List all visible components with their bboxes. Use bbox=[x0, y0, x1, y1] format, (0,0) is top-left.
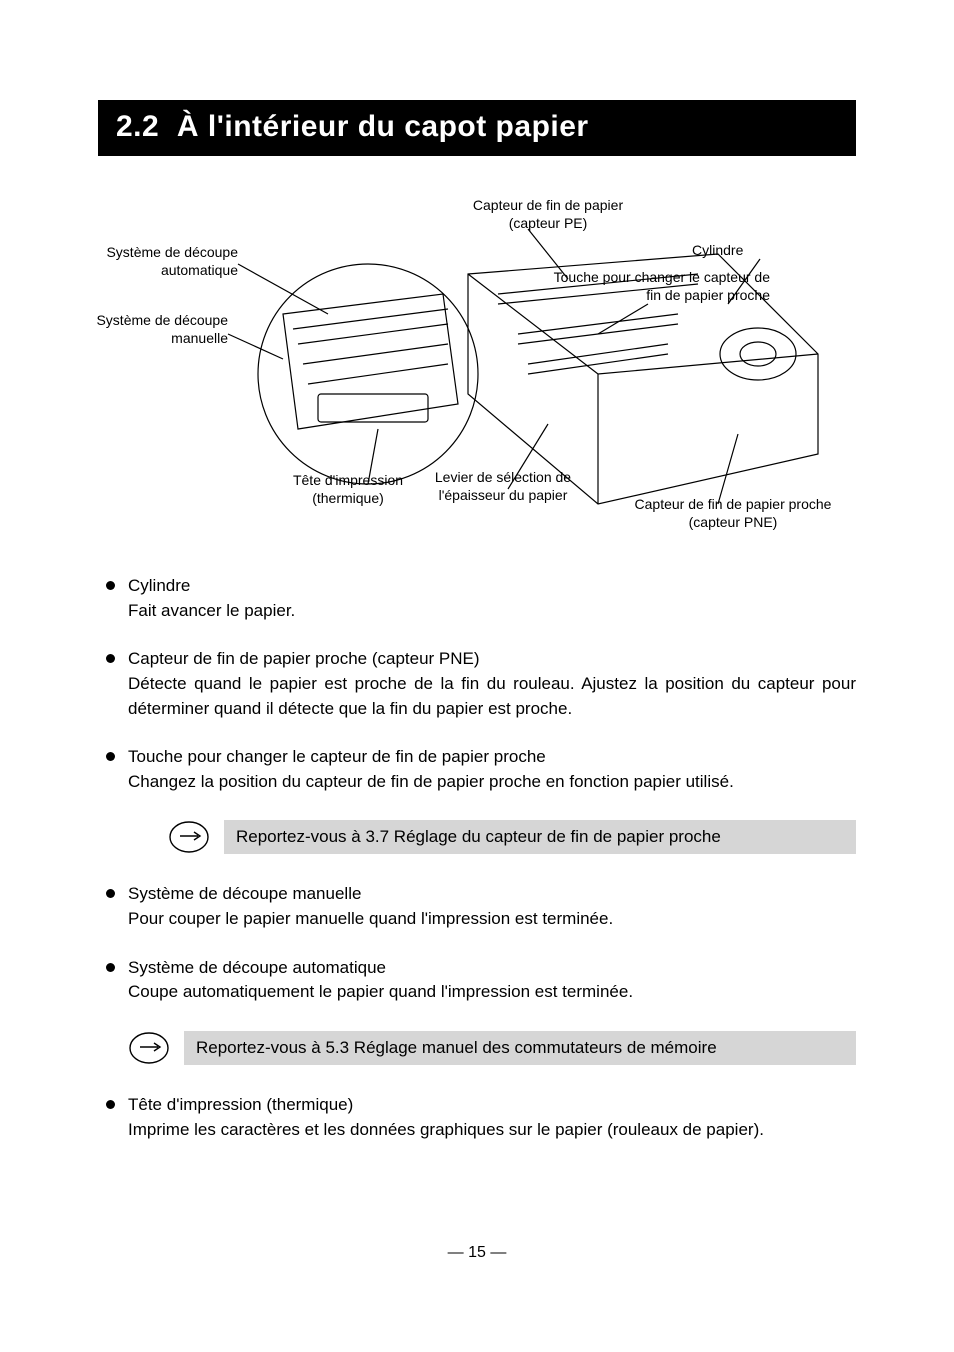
page-number: — 15 — bbox=[0, 1244, 954, 1262]
note-row-2: Reportez-vous à 5.3 Réglage manuel des c… bbox=[128, 1029, 856, 1067]
bullet-desc: Détecte quand le papier est proche de la… bbox=[128, 672, 856, 721]
bullet-item: Capteur de fin de papier proche (capteur… bbox=[106, 647, 856, 721]
bullet-dot-icon bbox=[106, 654, 115, 663]
bullet-list-1: Cylindre Fait avancer le papier. Capteur… bbox=[106, 574, 856, 794]
bullet-title: Touche pour changer le capteur de fin de… bbox=[128, 745, 856, 770]
bullet-desc: Fait avancer le papier. bbox=[128, 599, 856, 624]
bullet-dot-icon bbox=[106, 963, 115, 972]
label-paper-end-sensor: Capteur de fin de papier (capteur PE) bbox=[448, 197, 648, 232]
label-manual-cutter: Système de découpe manuelle bbox=[88, 312, 228, 347]
section-number: 2.2 bbox=[116, 110, 159, 143]
bullet-desc: Changez la position du capteur de fin de… bbox=[128, 770, 856, 795]
bullet-desc: Imprime les caractères et les données gr… bbox=[128, 1118, 856, 1143]
bullet-item: Système de découpe manuelle Pour couper … bbox=[106, 882, 856, 931]
label-pne-sensor: Capteur de fin de papier proche (capteur… bbox=[628, 496, 838, 531]
section-title: À l'intérieur du capot papier bbox=[177, 110, 589, 143]
label-auto-cutter: Système de découpe automatique bbox=[88, 244, 238, 279]
bullet-desc: Pour couper le papier manuelle quand l'i… bbox=[128, 907, 856, 932]
note-row-1: Reportez-vous à 3.7 Réglage du capteur d… bbox=[168, 818, 856, 856]
bullet-item: Touche pour changer le capteur de fin de… bbox=[106, 745, 856, 794]
hand-pointer-icon bbox=[128, 1029, 170, 1067]
bullet-desc: Coupe automatiquement le papier quand l'… bbox=[128, 980, 856, 1005]
bullet-item: Tête d'impression (thermique) Imprime le… bbox=[106, 1093, 856, 1142]
bullet-item: Système de découpe automatique Coupe aut… bbox=[106, 956, 856, 1005]
bullet-dot-icon bbox=[106, 1100, 115, 1109]
bullet-title: Système de découpe manuelle bbox=[128, 882, 856, 907]
bullet-title: Cylindre bbox=[128, 574, 856, 599]
bullet-item: Cylindre Fait avancer le papier. bbox=[106, 574, 856, 623]
diagram-area: Capteur de fin de papier (capteur PE) Cy… bbox=[98, 194, 856, 554]
bullet-dot-icon bbox=[106, 581, 115, 590]
hand-pointer-icon bbox=[168, 818, 210, 856]
bullet-title: Tête d'impression (thermique) bbox=[128, 1093, 856, 1118]
bullet-dot-icon bbox=[106, 752, 115, 761]
label-cylinder: Cylindre bbox=[692, 242, 772, 260]
note-text: Reportez-vous à 5.3 Réglage manuel des c… bbox=[184, 1031, 856, 1065]
bullet-list-2: Système de découpe manuelle Pour couper … bbox=[106, 882, 856, 1005]
label-near-end-key: Touche pour changer le capteur de fin de… bbox=[550, 269, 770, 304]
label-thickness-lever: Levier de sélection de l'épaisseur du pa… bbox=[418, 469, 588, 504]
bullet-title: Système de découpe automatique bbox=[128, 956, 856, 981]
label-print-head: Tête d'impression (thermique) bbox=[268, 472, 428, 507]
bullet-list-3: Tête d'impression (thermique) Imprime le… bbox=[106, 1093, 856, 1142]
bullet-title: Capteur de fin de papier proche (capteur… bbox=[128, 647, 856, 672]
bullet-dot-icon bbox=[106, 889, 115, 898]
page: 2.2 À l'intérieur du capot papier bbox=[0, 0, 954, 1226]
section-heading: 2.2 À l'intérieur du capot papier bbox=[98, 100, 856, 156]
note-text: Reportez-vous à 3.7 Réglage du capteur d… bbox=[224, 820, 856, 854]
